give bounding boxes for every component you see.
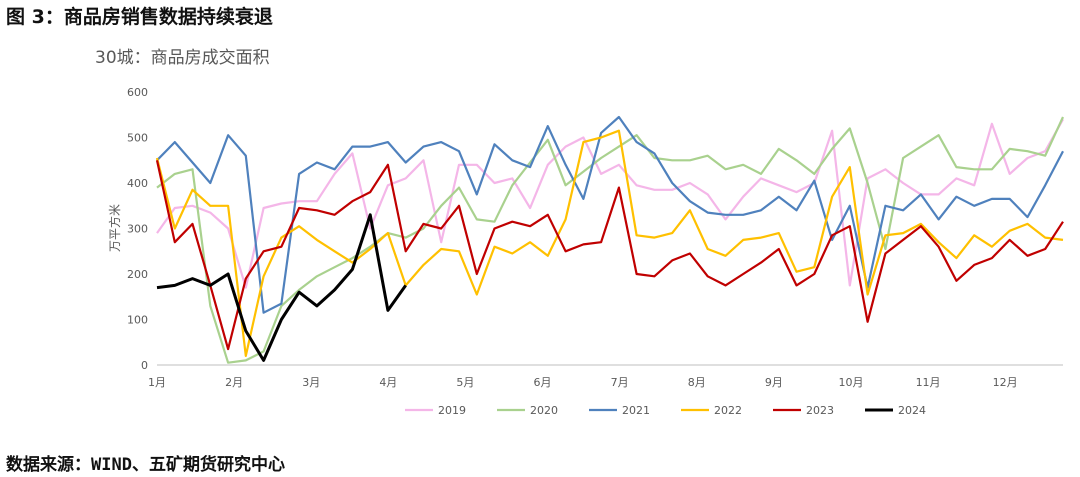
y-tick-labels: 0 100 200 300 400 500 600 — [127, 86, 148, 372]
x-tick-label: 8月 — [688, 376, 706, 389]
series-lines — [155, 115, 1064, 364]
x-tick-label: 7月 — [611, 376, 629, 389]
y-tick-label: 200 — [127, 268, 148, 281]
x-tick-label: 1月 — [148, 376, 166, 389]
y-tick-label: 500 — [127, 132, 148, 145]
y-tick-label: 400 — [127, 177, 148, 190]
legend: 2019 2020 2021 2022 2023 2024 — [405, 404, 926, 417]
series-line-2019 — [156, 118, 1064, 289]
legend-label-2020: 2020 — [530, 404, 558, 417]
y-tick-label: 0 — [141, 359, 148, 372]
x-tick-labels: 1月 2月 3月 4月 5月 6月 7月 8月 9月 10月 11月 12月 — [148, 376, 1018, 389]
series-line-2020 — [156, 116, 1064, 364]
x-tick-label: 9月 — [765, 376, 783, 389]
x-tick-label: 11月 — [916, 376, 941, 389]
x-tick-label: 4月 — [379, 376, 397, 389]
series-line-2023 — [155, 160, 1064, 351]
y-axis-label-group: 万平方米 — [107, 204, 122, 252]
series-line-2021 — [156, 115, 1064, 314]
y-axis-label: 万平方米 — [107, 204, 122, 252]
source-note: 数据来源：WIND、五矿期货研究中心 — [6, 455, 285, 475]
figure-title: 图 3：商品房销售数据持续衰退 — [6, 6, 273, 28]
x-tick-label: 5月 — [456, 376, 474, 389]
x-tick-label: 6月 — [534, 376, 552, 389]
y-tick-label: 600 — [127, 86, 148, 99]
x-tick-label: 3月 — [302, 376, 320, 389]
series-line-2024 — [156, 213, 407, 362]
x-tick-label: 10月 — [838, 376, 863, 389]
legend-label-2023: 2023 — [806, 404, 834, 417]
legend-label-2021: 2021 — [622, 404, 650, 417]
x-tick-label: 12月 — [993, 376, 1018, 389]
legend-label-2019: 2019 — [438, 404, 466, 417]
chart-title: 30城：商品房成交面积 — [95, 48, 270, 68]
series-line-2022 — [155, 129, 1064, 357]
legend-label-2022: 2022 — [714, 404, 742, 417]
y-tick-label: 300 — [127, 223, 148, 236]
y-tick-label: 100 — [127, 314, 148, 327]
x-tick-label: 2月 — [225, 376, 243, 389]
legend-label-2024: 2024 — [898, 404, 926, 417]
